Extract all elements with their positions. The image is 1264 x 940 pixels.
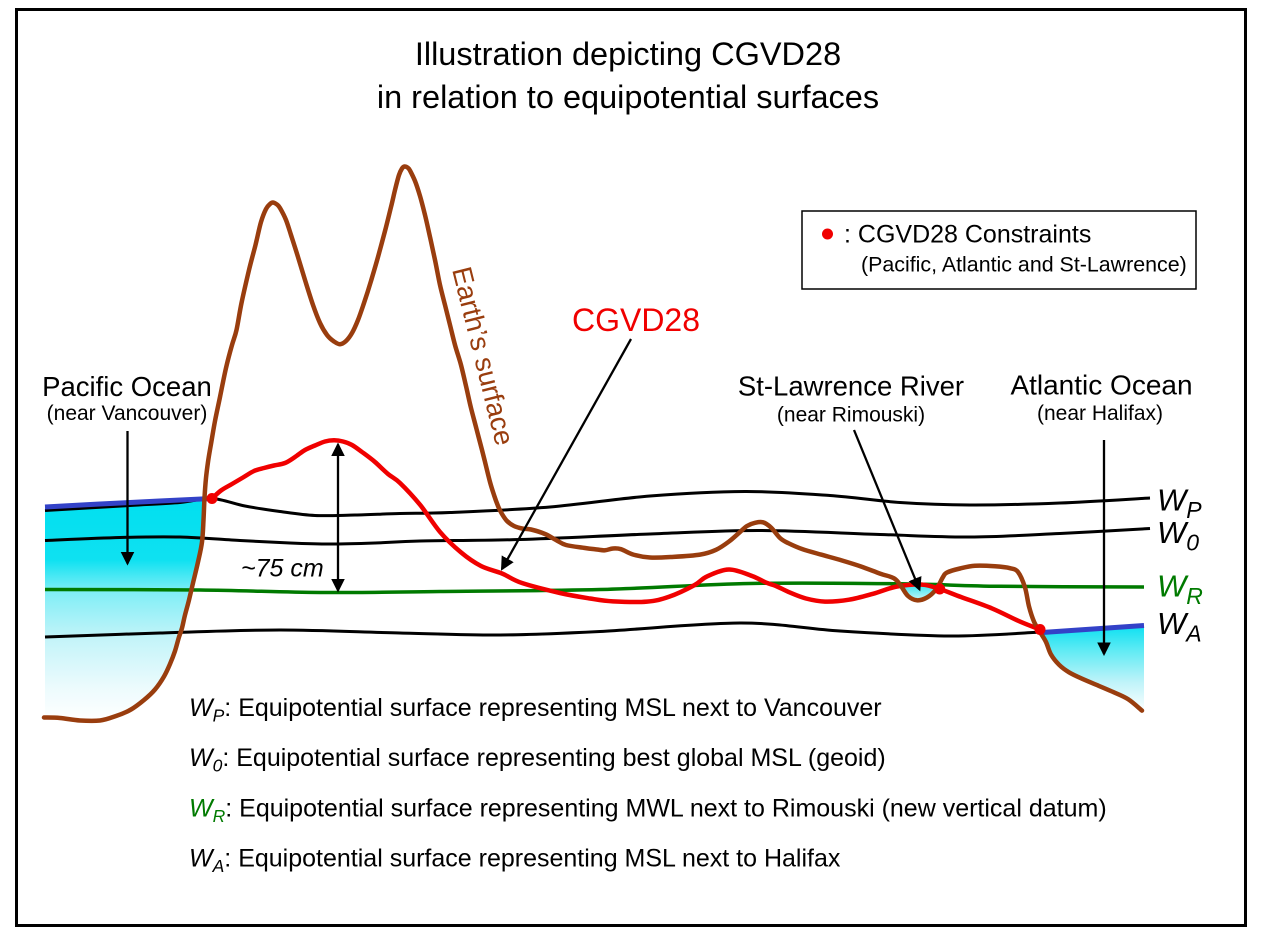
svg-text:WP: Equipotential surface repr: WP: Equipotential surface representing M… [189,694,882,726]
svg-text:Pacific Ocean: Pacific Ocean [42,371,212,402]
svg-text:~75 cm: ~75 cm [241,555,324,583]
svg-text:Atlantic Ocean: Atlantic Ocean [1010,370,1192,401]
svg-text:(near Halifax): (near Halifax) [1037,402,1163,425]
svg-text:St-Lawrence River: St-Lawrence River [738,371,964,402]
svg-text:(near Rimouski): (near Rimouski) [777,404,925,427]
svg-text:Illustration depicting CGVD28: Illustration depicting CGVD28 [415,36,841,72]
svg-text:: CGVD28 Constraints: : CGVD28 Constraints [844,221,1091,249]
svg-text:W0: W0 [1157,515,1199,556]
svg-text:WR: Equipotential surface repr: WR: Equipotential surface representing M… [189,795,1107,827]
svg-text:CGVD28: CGVD28 [572,302,700,338]
svg-text:in relation to equipotential s: in relation to equipotential surfaces [377,79,879,115]
svg-text:(Pacific, Atlantic and St-Lawr: (Pacific, Atlantic and St-Lawrence) [861,253,1187,277]
svg-text:(near Vancouver): (near Vancouver) [47,402,208,425]
svg-text:W0: Equipotential surface repr: W0: Equipotential surface representing b… [189,744,886,776]
svg-text:WA: Equipotential surface repr: WA: Equipotential surface representing M… [189,845,841,877]
